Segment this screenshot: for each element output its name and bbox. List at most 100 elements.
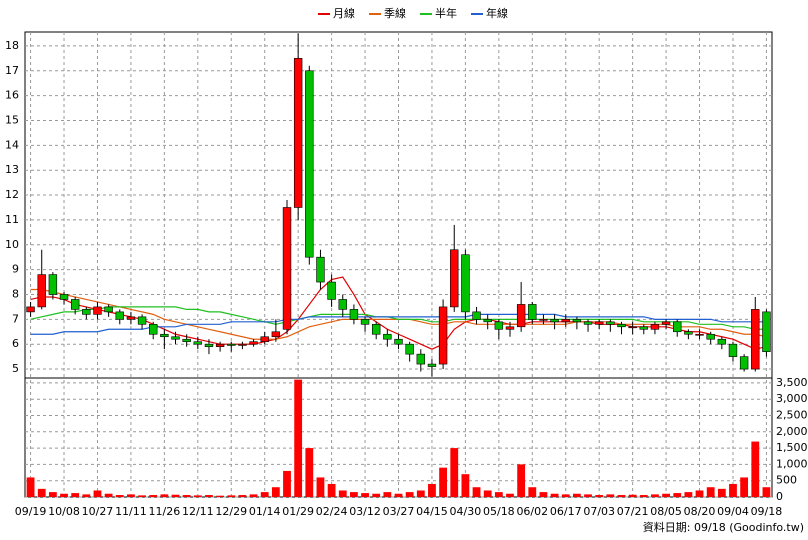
candle-body: [572, 319, 582, 323]
x-tick-label: 06/17: [550, 505, 582, 518]
volume-bar: [461, 474, 470, 497]
candle-body: [505, 326, 515, 330]
volume-bar: [740, 477, 749, 497]
candle-body: [639, 326, 648, 330]
volume-bar: [651, 494, 659, 497]
x-tick-label: 07/03: [583, 505, 615, 518]
x-tick-label: 09/18: [751, 505, 783, 518]
y-tick-label: 17: [5, 64, 19, 77]
volume-bar: [483, 490, 492, 497]
volume-bar: [639, 495, 648, 497]
volume-bar: [584, 494, 592, 497]
candle-body: [561, 319, 570, 323]
volume-bar: [171, 494, 180, 497]
volume-bar: [762, 487, 771, 497]
candle-body: [70, 299, 80, 310]
x-tick-label: 04/30: [450, 505, 482, 518]
candle-body: [438, 306, 448, 365]
candle-body: [137, 316, 147, 325]
candle-body: [338, 299, 347, 310]
y-tick-label: 10: [5, 238, 19, 251]
x-tick-label: 04/15: [416, 505, 448, 518]
volume-bar: [93, 490, 102, 497]
candle-body: [204, 343, 214, 347]
volume-bar: [37, 488, 46, 497]
candle-body: [282, 207, 292, 330]
y2-tick-label: 500: [776, 474, 797, 487]
candle-body: [661, 321, 671, 325]
volume-bar: [550, 493, 559, 497]
x-tick-label: 08/20: [684, 505, 716, 518]
volume-bar: [528, 487, 537, 497]
volume-bar: [338, 490, 347, 497]
candle-body: [93, 306, 102, 315]
x-tick-label: 06/02: [516, 505, 548, 518]
y2-tick-label: 2,000: [776, 425, 808, 438]
volume-bar: [561, 494, 570, 497]
candle-body: [606, 321, 615, 325]
candle-body: [673, 321, 682, 333]
legend-label: 半年: [435, 6, 457, 20]
y-tick-label: 9: [12, 263, 19, 276]
x-tick-label: 07/21: [617, 505, 649, 518]
x-tick-label: 09/19: [15, 505, 47, 518]
candle-body: [628, 326, 637, 329]
candle-body: [371, 324, 381, 335]
volume-bar: [350, 492, 358, 497]
candle-body: [650, 324, 660, 330]
candle-body: [37, 274, 46, 308]
candle-body: [104, 306, 113, 313]
candle-body: [227, 343, 236, 346]
candle-body: [171, 336, 180, 340]
candle-body: [293, 58, 303, 208]
candle-body: [26, 306, 35, 313]
candle-body: [394, 338, 403, 345]
candle-body: [739, 356, 749, 370]
legend-label: 年線: [486, 6, 508, 20]
legend-label: 季線: [384, 6, 406, 20]
candle-body: [349, 309, 359, 320]
volume-bar: [238, 495, 247, 497]
legend-label: 月線: [333, 6, 355, 20]
volume-bar: [394, 493, 403, 497]
candle-body: [728, 343, 738, 357]
volume-bar: [595, 495, 604, 497]
candle-body: [695, 333, 704, 336]
volume-bar: [517, 464, 526, 497]
candle-body: [271, 331, 281, 338]
candle-body: [126, 316, 136, 320]
candle-body: [617, 324, 626, 328]
y-tick-label: 12: [5, 188, 19, 201]
candle-body: [539, 319, 548, 321]
candle-body: [516, 304, 526, 328]
volume-bar: [227, 495, 236, 497]
volume-bar: [115, 495, 124, 497]
candle-body: [316, 256, 325, 283]
candle-body: [717, 338, 727, 345]
candle-body: [528, 304, 537, 320]
x-tick-label: 02/24: [316, 505, 348, 518]
volume-bar: [729, 483, 737, 497]
volume-bar: [327, 483, 336, 497]
volume-bar: [138, 495, 146, 497]
candle-body: [472, 311, 481, 320]
volume-bar: [717, 488, 726, 497]
x-tick-label: 03/27: [383, 505, 415, 518]
candle-body: [427, 363, 437, 367]
x-tick-label: 01/29: [282, 505, 314, 518]
volume-bar: [372, 493, 381, 497]
x-tick-label: 05/18: [483, 505, 515, 518]
candle-body: [360, 319, 370, 325]
x-tick-label: 10/27: [82, 505, 114, 518]
volume-bar: [149, 495, 158, 497]
candle-body: [193, 341, 203, 345]
x-tick-label: 09/04: [717, 505, 749, 518]
volume-bar: [472, 487, 481, 497]
ma-line: [30, 306, 767, 330]
volume-bar: [751, 441, 760, 497]
x-tick-label: 10/08: [48, 505, 80, 518]
volume-bar: [506, 493, 514, 497]
plot-frame: [24, 31, 773, 498]
y-tick-label: 13: [5, 163, 19, 176]
